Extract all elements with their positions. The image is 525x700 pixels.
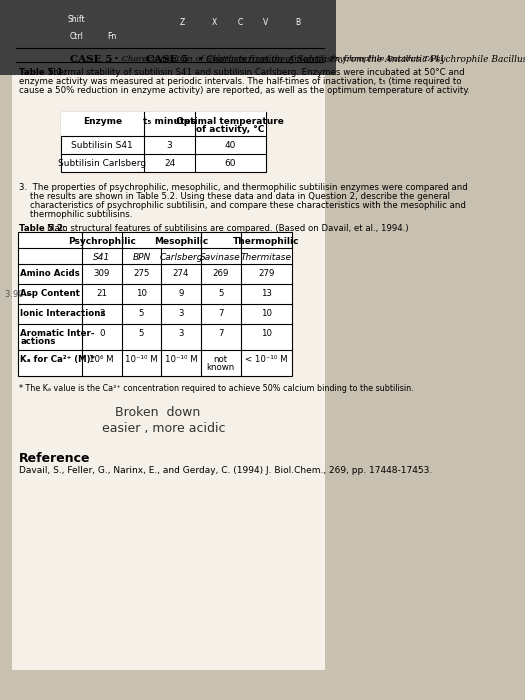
Text: 3.  The properties of psychrophilic, mesophilic, and thermophilic subtilisin enz: 3. The properties of psychrophilic, meso… xyxy=(19,183,468,192)
Text: Psychrophilic: Psychrophilic xyxy=(68,237,135,246)
Text: 10: 10 xyxy=(260,329,271,338)
Text: 5: 5 xyxy=(139,329,144,338)
Text: V: V xyxy=(263,18,268,27)
Bar xyxy=(61,112,266,172)
Text: t₅ minutes: t₅ minutes xyxy=(143,117,196,126)
Text: • Characterization of Subtilisin from the Antarctic Psychrophile Bacillus TA41: • Characterization of Subtilisin from th… xyxy=(198,55,525,64)
Text: 13: 13 xyxy=(260,289,271,298)
Text: Savinase: Savinase xyxy=(201,253,241,262)
Text: 3: 3 xyxy=(178,309,184,318)
Text: 10: 10 xyxy=(136,289,147,298)
Text: Enzyme: Enzyme xyxy=(83,117,122,126)
Text: Reference: Reference xyxy=(19,452,91,465)
Text: 5: 5 xyxy=(218,289,224,298)
Text: characteristics of psychrophilic subtilisin, and compare these characteristics w: characteristics of psychrophilic subtili… xyxy=(19,201,466,210)
Text: X: X xyxy=(212,18,217,27)
Text: 274: 274 xyxy=(173,269,190,278)
Text: 10⁻¹⁰ M: 10⁻¹⁰ M xyxy=(125,355,158,364)
Text: 275: 275 xyxy=(133,269,150,278)
Text: enzyme activity was measured at periodic intervals. The half-times of inactivati: enzyme activity was measured at periodic… xyxy=(19,77,461,86)
Text: 3: 3 xyxy=(166,141,172,150)
Text: 3.90 ←: 3.90 ← xyxy=(5,290,33,299)
Text: C: C xyxy=(237,18,243,27)
Text: actions: actions xyxy=(20,337,56,346)
Text: Davail, S., Feller, G., Narinx, E., and Gerday, C. (1994) J. Biol.Chem., 269, pp: Davail, S., Feller, G., Narinx, E., and … xyxy=(19,466,433,475)
Bar xyxy=(18,232,292,376)
Bar xyxy=(0,0,336,75)
Text: 10⁻¹⁰ M: 10⁻¹⁰ M xyxy=(165,355,197,364)
Text: Aromatic Inter-: Aromatic Inter- xyxy=(20,329,95,338)
Text: Ionic Interactions: Ionic Interactions xyxy=(20,309,106,318)
Text: easier , more acidic: easier , more acidic xyxy=(102,422,226,435)
Text: 309: 309 xyxy=(93,269,110,278)
Text: Z: Z xyxy=(180,18,185,27)
Text: 0: 0 xyxy=(99,329,104,338)
Text: Ctrl: Ctrl xyxy=(70,32,83,41)
Text: BPN: BPN xyxy=(132,253,151,262)
Text: Thermitase: Thermitase xyxy=(240,253,292,262)
Text: Thermophilic: Thermophilic xyxy=(233,237,299,246)
Text: thermophilic subtilisins.: thermophilic subtilisins. xyxy=(19,210,133,219)
Text: 10⁶ M: 10⁶ M xyxy=(89,355,114,364)
Text: • Characterization of Subtilisin from the Antarctic Psychrophile Bacillus TA41: • Characterization of Subtilisin from th… xyxy=(114,55,445,63)
Text: Main structural features of subtilisins are compared. (Based on Davail, et al., : Main structural features of subtilisins … xyxy=(47,224,409,233)
Text: cause a 50% reduction in enzyme activity) are reported, as well as the optimum t: cause a 50% reduction in enzyme activity… xyxy=(19,86,470,95)
FancyBboxPatch shape xyxy=(12,12,325,670)
Text: B: B xyxy=(295,18,300,27)
Text: of activity, °C: of activity, °C xyxy=(196,125,265,134)
Text: 279: 279 xyxy=(258,269,275,278)
Text: 2: 2 xyxy=(99,309,104,318)
Text: Amino Acids: Amino Acids xyxy=(20,269,80,278)
Text: known: known xyxy=(207,363,235,372)
Text: Mesophilic: Mesophilic xyxy=(154,237,208,246)
Text: CASE 5: CASE 5 xyxy=(70,55,112,64)
Text: Thermal stability of subtilisin S41 and subtilisin Carlsberg. Enzymes were incub: Thermal stability of subtilisin S41 and … xyxy=(48,68,465,77)
Text: the results are shown in Table 5.2. Using these data and data in Question 2, des: the results are shown in Table 5.2. Usin… xyxy=(19,192,450,201)
Text: Table 5.1:: Table 5.1: xyxy=(19,68,67,77)
Text: < 10⁻¹⁰ M: < 10⁻¹⁰ M xyxy=(245,355,288,364)
Text: Broken  down: Broken down xyxy=(115,406,201,419)
Text: 10: 10 xyxy=(260,309,271,318)
Text: 269: 269 xyxy=(213,269,229,278)
Text: 5: 5 xyxy=(139,309,144,318)
Text: Fn: Fn xyxy=(107,32,117,41)
Text: 40: 40 xyxy=(225,141,236,150)
Text: Optimal temperature: Optimal temperature xyxy=(176,117,284,126)
Text: Asp Content: Asp Content xyxy=(20,289,80,298)
Text: Subtilisin Carlsberg: Subtilisin Carlsberg xyxy=(58,159,146,168)
Text: 21: 21 xyxy=(96,289,107,298)
Text: 9: 9 xyxy=(178,289,184,298)
Text: * The Kₐ value is the Ca²⁺ concentration required to achieve 50% calcium binding: * The Kₐ value is the Ca²⁺ concentration… xyxy=(19,384,414,393)
Text: CASE 5: CASE 5 xyxy=(146,55,189,64)
Text: Carlsberg: Carlsberg xyxy=(159,253,203,262)
Text: Subtilisin S41: Subtilisin S41 xyxy=(71,141,133,150)
Text: 60: 60 xyxy=(225,159,236,168)
Bar xyxy=(61,112,266,136)
Text: not: not xyxy=(214,355,228,364)
Text: Table 5.2:: Table 5.2: xyxy=(19,224,67,233)
Text: 3: 3 xyxy=(178,329,184,338)
Text: S41: S41 xyxy=(93,253,110,262)
Text: Kₐ for Ca²⁺ (M)*: Kₐ for Ca²⁺ (M)* xyxy=(20,355,96,364)
Text: Shift: Shift xyxy=(68,15,86,24)
Text: 7: 7 xyxy=(218,309,224,318)
Text: 7: 7 xyxy=(218,329,224,338)
Text: 24: 24 xyxy=(164,159,175,168)
